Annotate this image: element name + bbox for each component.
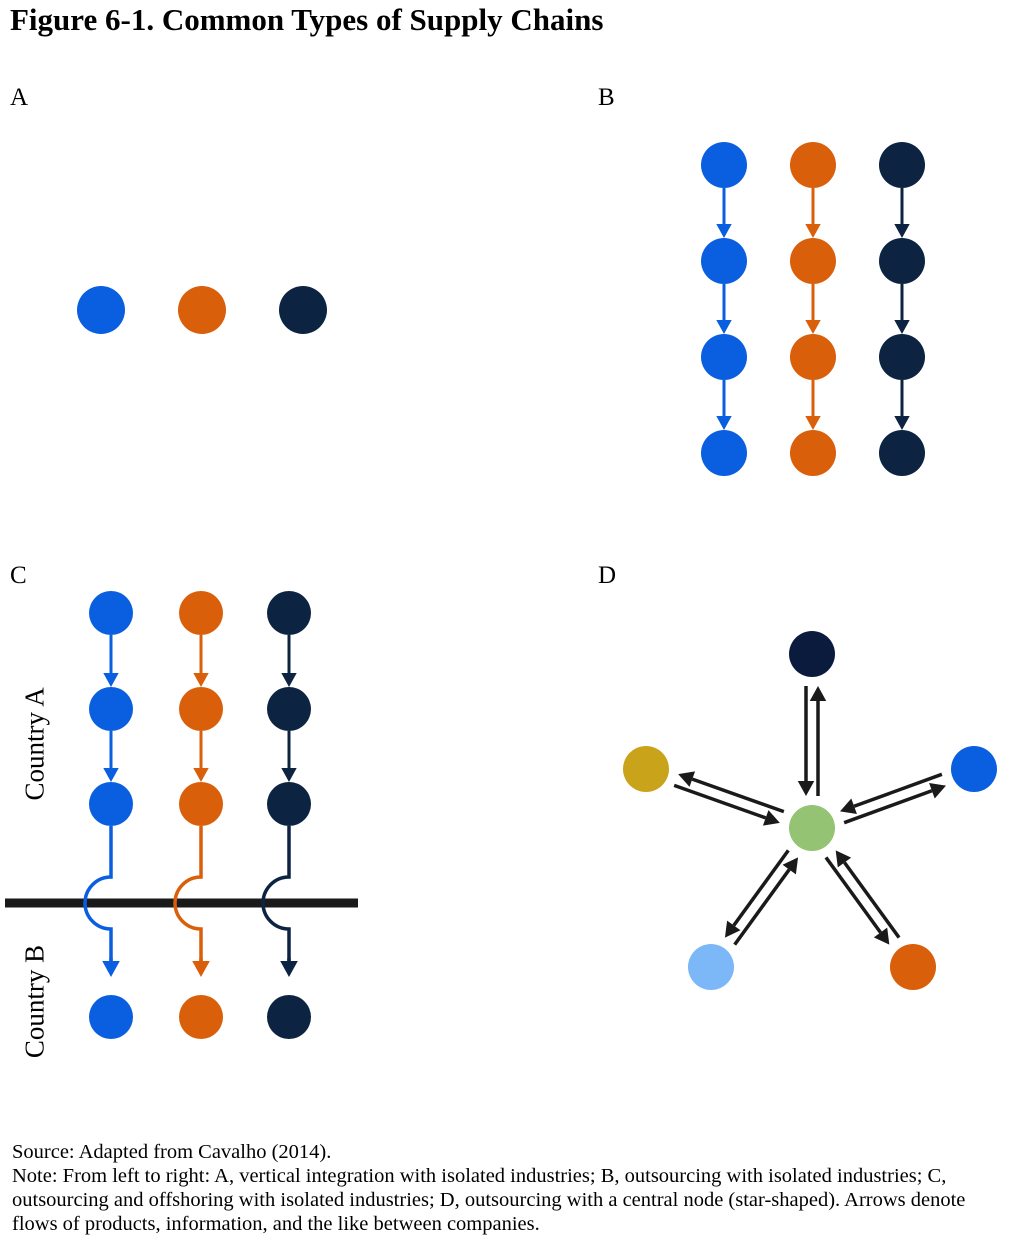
panel-c-arrow-navy-cross: [280, 958, 298, 977]
panel-d-label: D: [598, 562, 617, 589]
panel-d-arrow-out-right: [843, 782, 946, 825]
panel-c-node-orange-country-b: [179, 995, 223, 1039]
panel-c-arrow-orange-1: [193, 635, 209, 687]
panel-a-diagram: [77, 286, 327, 334]
panel-b-node-blue-1: [701, 142, 747, 188]
panel-b-arrow-blue-2: [716, 284, 732, 334]
supply-chain-diagram: [5, 142, 997, 1039]
panel-d-arrow-in-bottom-left: [733, 857, 799, 946]
panel-b-node-blue-2: [701, 238, 747, 284]
panel-b-arrow-blue-3: [716, 380, 732, 430]
panel-d-arrow-out-left: [678, 771, 785, 814]
panel-d-node-right: [951, 746, 997, 792]
panel-c-crossing-orange: [173, 826, 203, 962]
panel-d-node-left: [623, 746, 669, 792]
panel-c-node-orange-2: [179, 687, 223, 731]
panel-a-node-orange: [178, 286, 226, 334]
panel-a-label: A: [10, 84, 29, 111]
panel-c-arrow-blue-cross: [102, 958, 120, 977]
figure-notes: Source: Adapted from Cavalho (2014). Not…: [12, 1140, 1007, 1236]
source-note: Source: Adapted from Cavalho (2014).: [12, 1141, 332, 1163]
panel-b-arrow-orange-3: [805, 380, 821, 430]
panel-c-node-navy-2: [267, 687, 311, 731]
panel-d-diagram: [623, 631, 997, 990]
panel-b-arrow-orange-2: [805, 284, 821, 334]
panel-c-crossing-blue: [83, 826, 113, 962]
panel-b-arrow-navy-1: [894, 188, 910, 238]
panel-c-arrow-navy-1: [281, 635, 297, 687]
panel-d-arrow-in-top: [797, 686, 815, 796]
panel-c-node-navy-country-b: [267, 995, 311, 1039]
panel-b-node-orange-3: [790, 334, 836, 380]
panel-c-node-blue-country-b: [89, 995, 133, 1039]
panel-c-label: C: [10, 562, 27, 589]
panel-c-arrow-orange-cross: [192, 958, 210, 977]
panel-c-node-blue-2: [89, 687, 133, 731]
panel-c-arrow-blue-1: [103, 635, 119, 687]
panel-d-arrow-in-right: [840, 772, 943, 815]
panel-d-node-top: [789, 631, 835, 677]
panel-b-node-navy-2: [879, 238, 925, 284]
panel-b-node-navy-3: [879, 334, 925, 380]
panel-c-arrow-orange-2: [193, 731, 209, 782]
panel-c-diagram: [5, 591, 358, 1039]
panel-b-node-orange-1: [790, 142, 836, 188]
panel-c-crossing-navy: [261, 826, 291, 962]
panel-b-node-navy-1: [879, 142, 925, 188]
panel-d-arrow-out-bottom-right: [824, 856, 890, 945]
figure-title: Figure 6-1. Common Types of Supply Chain…: [10, 2, 604, 37]
panel-c-node-navy-3: [267, 782, 311, 826]
panel-d-arrow-out-top: [809, 686, 827, 796]
panel-c-node-blue-3: [89, 782, 133, 826]
panel-d-node-bottom-left: [688, 944, 734, 990]
panel-d-arrow-in-left: [673, 783, 780, 826]
panel-b-node-blue-4: [701, 430, 747, 476]
panel-c-node-blue-1: [89, 591, 133, 635]
panel-a-node-navy: [279, 286, 327, 334]
panel-c-node-orange-3: [179, 782, 223, 826]
panel-d-node-bottom-right: [890, 944, 936, 990]
panel-b-node-orange-4: [790, 430, 836, 476]
panel-b-arrow-blue-1: [716, 188, 732, 238]
panel-b-arrow-navy-2: [894, 284, 910, 334]
panel-a-node-blue: [77, 286, 125, 334]
panel-c-node-orange-1: [179, 591, 223, 635]
panel-b-node-navy-4: [879, 430, 925, 476]
panel-b-diagram: [701, 142, 925, 476]
panel-c-node-navy-1: [267, 591, 311, 635]
panel-d-node-center: [789, 805, 835, 851]
panel-c-arrow-navy-2: [281, 731, 297, 782]
panel-c-arrow-blue-2: [103, 731, 119, 782]
panel-b-arrow-orange-1: [805, 188, 821, 238]
panel-d-arrow-out-bottom-left: [724, 849, 790, 938]
panel-d-arrow-in-bottom-right: [835, 850, 901, 939]
panel-b-arrow-navy-3: [894, 380, 910, 430]
panel-b-node-orange-2: [790, 238, 836, 284]
panel-b-label: B: [598, 84, 615, 111]
explanatory-note: Note: From left to right: A, vertical in…: [12, 1165, 966, 1235]
panel-b-node-blue-3: [701, 334, 747, 380]
